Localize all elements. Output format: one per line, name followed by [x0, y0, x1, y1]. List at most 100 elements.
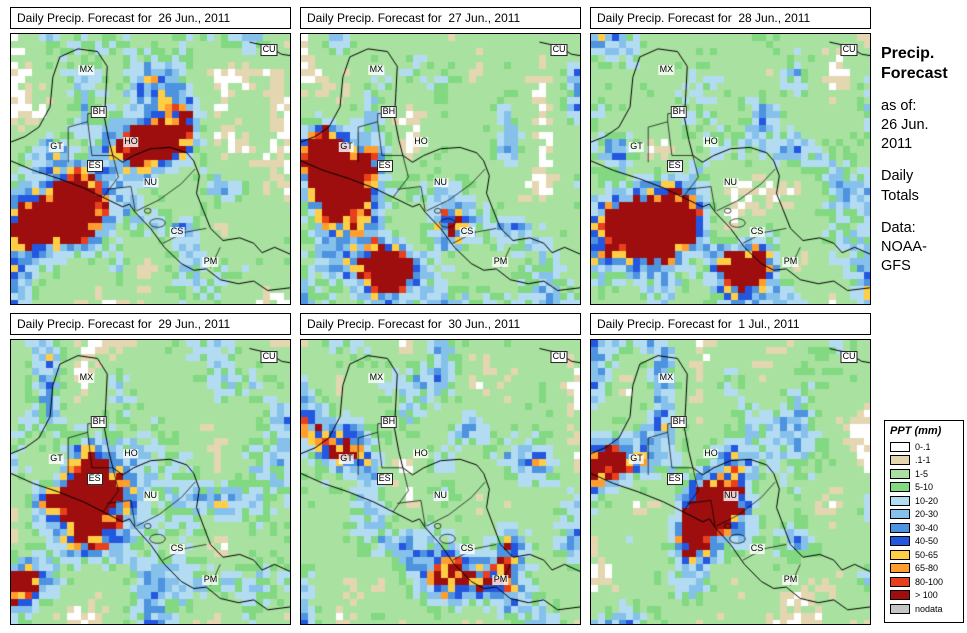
country-label-nu: NU [433, 490, 448, 502]
country-label-cs: CS [169, 226, 185, 238]
country-label-pm: PM [782, 256, 799, 268]
country-label-ho: HO [703, 136, 719, 147]
legend-swatch-10 [890, 576, 910, 587]
legend-item-2: 1-5 [890, 468, 958, 479]
country-label-bh: BH [670, 416, 688, 429]
legend-item-12: nodata [890, 603, 958, 614]
precip-map-5: MX CU BH GT HO ES NU CS PM [300, 339, 581, 625]
country-label-ho: HO [123, 136, 139, 147]
country-label-pm: PM [492, 574, 509, 585]
legend-item-0: 0-.1 [890, 441, 958, 452]
precip-map-4: MX CU BH GT HO ES NU CS PM [10, 339, 291, 625]
country-label-cu: CU [840, 351, 858, 363]
country-label-nu: NU [723, 176, 738, 188]
legend-item-8: 50-65 [890, 549, 958, 560]
country-label-cu: CU [550, 44, 568, 57]
precip-map-canvas-4 [11, 340, 290, 624]
precip-map-3: MX CU BH GT HO ES NU CS PM [590, 33, 871, 305]
legend-swatch-7 [890, 536, 910, 546]
legend-item-1: .1-1 [890, 455, 958, 466]
country-label-gt: GT [629, 453, 644, 465]
legend-label-5: 20-30 [915, 509, 939, 519]
country-label-gt: GT [629, 141, 644, 153]
precip-map-canvas-5 [301, 340, 580, 624]
legend-item-9: 65-80 [890, 563, 958, 574]
country-label-nu: NU [723, 490, 738, 502]
country-label-cu: CU [260, 44, 278, 57]
legend-label-2: 1-5 [915, 468, 929, 479]
precip-map-canvas-2 [301, 34, 580, 304]
country-label-pm: PM [782, 574, 799, 585]
as-of-date-line2: 2011 [881, 136, 913, 153]
country-label-mx: MX [78, 64, 95, 76]
as-of-label: as of: [881, 98, 917, 114]
country-label-cs: CS [459, 226, 475, 238]
legend-swatch-5 [890, 509, 910, 519]
legend-items: 0-.1 .1-1 1-5 5-10 10-20 20-30 30-40 40-50 50-65… [890, 441, 958, 614]
country-label-es: ES [86, 160, 103, 173]
legend-swatch-9 [890, 563, 910, 573]
legend-swatch-11 [890, 590, 910, 600]
precip-map-canvas-6 [591, 340, 870, 624]
legend-label-11: > 100 [915, 590, 938, 600]
country-label-bh: BH [380, 106, 398, 119]
country-label-bh: BH [90, 416, 108, 429]
country-label-gt: GT [339, 141, 354, 153]
legend-label-6: 30-40 [915, 522, 939, 533]
legend-item-7: 40-50 [890, 536, 958, 547]
country-label-cs: CS [749, 226, 765, 238]
panel-title-4: Daily Precip. Forecast for 29 Jun., 2011 [10, 313, 291, 335]
country-label-bh: BH [380, 416, 398, 429]
legend-label-7: 40-50 [915, 536, 939, 546]
legend-swatch-12 [890, 603, 910, 614]
panel-title-2: Daily Precip. Forecast for 27 Jun., 2011 [300, 7, 581, 29]
country-label-nu: NU [433, 176, 448, 188]
panel-title-3: Daily Precip. Forecast for 28 Jun., 2011 [590, 7, 871, 29]
panel-title-6: Daily Precip. Forecast for 1 Jul., 2011 [590, 313, 871, 335]
country-label-nu: NU [143, 490, 158, 502]
country-label-cs: CS [169, 542, 185, 554]
precip-map-canvas-1 [11, 34, 290, 304]
data-source-line1: NOAA- [881, 238, 927, 255]
info-sidebar: Precip. Forecast as of: 26 Jun. 2011 Dai… [881, 44, 965, 276]
forecast-panel-1: Daily Precip. Forecast for 26 Jun., 2011… [10, 7, 291, 305]
totals-line2: Totals [881, 187, 919, 204]
data-source-line2: GFS [881, 257, 911, 274]
legend-item-4: 10-20 [890, 495, 958, 506]
country-label-ho: HO [413, 447, 429, 459]
country-label-cu: CU [840, 44, 858, 57]
country-label-pm: PM [202, 574, 219, 585]
legend-title: PPT (mm) [890, 425, 942, 437]
country-label-cs: CS [749, 542, 765, 554]
precip-map-canvas-3 [591, 34, 870, 304]
legend-swatch-3 [890, 482, 910, 492]
legend-item-5: 20-30 [890, 509, 958, 520]
legend-swatch-2 [890, 468, 910, 479]
country-label-mx: MX [368, 64, 385, 76]
country-label-gt: GT [339, 453, 354, 465]
forecast-panel-5: Daily Precip. Forecast for 30 Jun., 2011… [300, 313, 581, 625]
country-label-cs: CS [459, 542, 475, 554]
panel-title-5: Daily Precip. Forecast for 30 Jun., 2011 [300, 313, 581, 335]
country-label-cu: CU [260, 351, 278, 363]
sidebar-title-line2: Forecast [881, 65, 948, 82]
legend-label-8: 50-65 [915, 549, 939, 560]
legend-swatch-6 [890, 522, 910, 533]
legend-label-12: nodata [915, 603, 943, 614]
legend: PPT (mm) 0-.1 .1-1 1-5 5-10 10-20 20-30 30-40 4… [884, 420, 964, 623]
legend-item-10: 80-100 [890, 576, 958, 587]
country-label-gt: GT [49, 141, 64, 153]
country-label-mx: MX [658, 64, 675, 76]
country-label-es: ES [86, 473, 103, 486]
forecast-panel-3: Daily Precip. Forecast for 28 Jun., 2011… [590, 7, 871, 305]
country-label-nu: NU [143, 176, 158, 188]
legend-label-9: 65-80 [915, 563, 939, 573]
country-label-es: ES [666, 160, 683, 173]
country-label-cu: CU [550, 351, 568, 363]
country-label-bh: BH [670, 106, 688, 119]
data-source-label: Data: [881, 219, 916, 236]
as-of-date-line1: 26 Jun. [881, 117, 929, 134]
legend-label-10: 80-100 [915, 576, 944, 587]
country-label-es: ES [666, 473, 683, 486]
